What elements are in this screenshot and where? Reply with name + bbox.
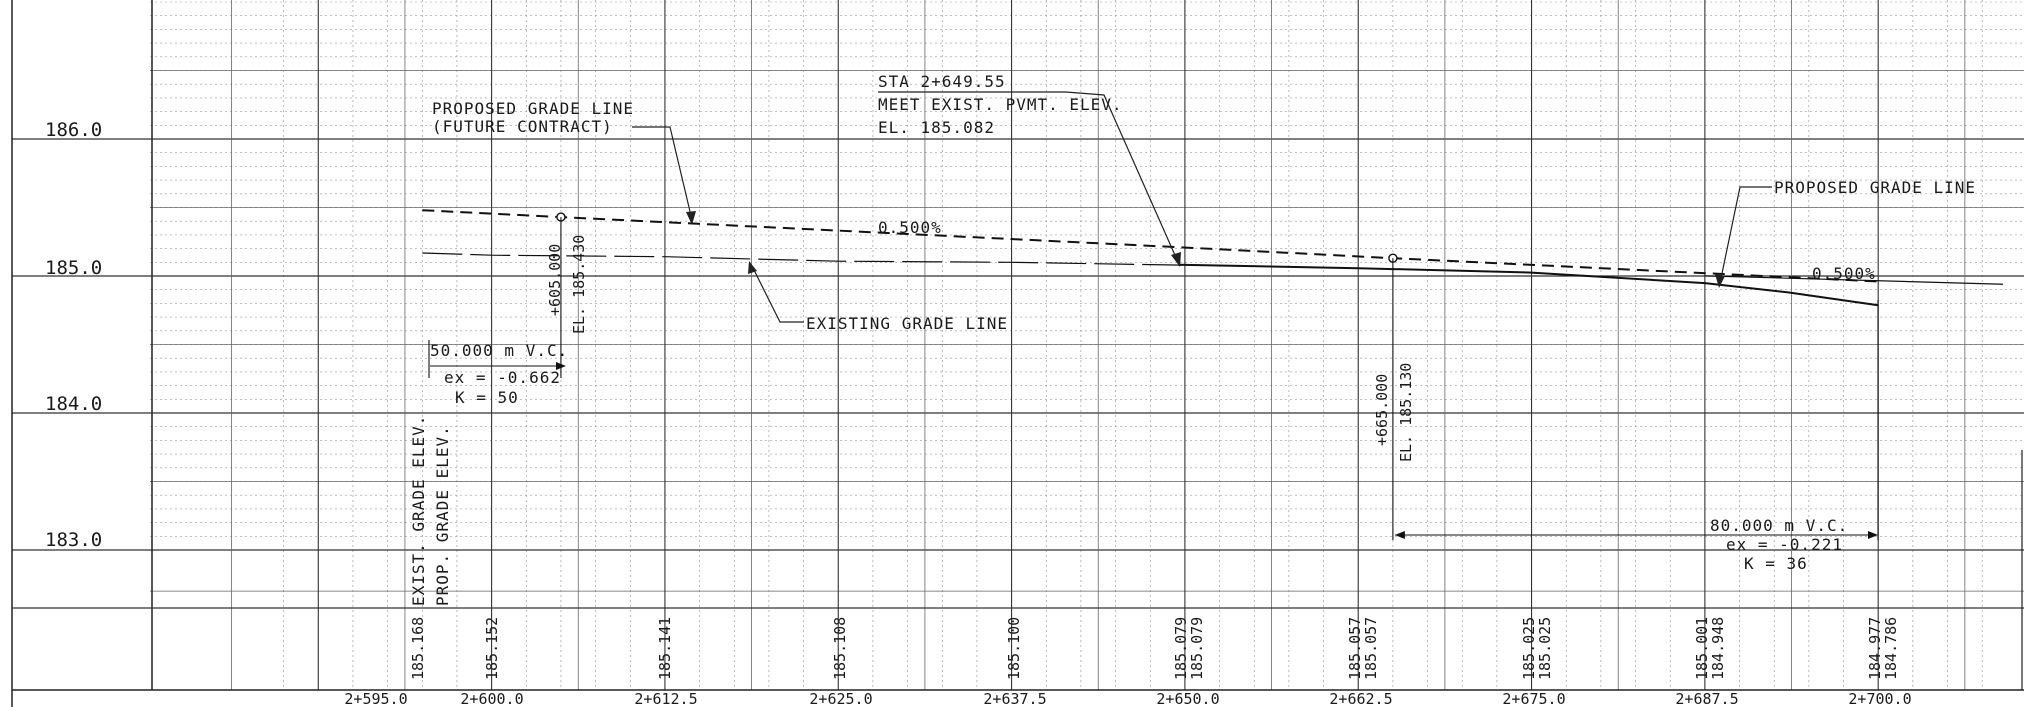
existing-elevation-700: 184.977 [1866, 617, 1884, 680]
proposed-grade-label: PROPOSED GRADE LINE [1774, 178, 1976, 197]
future-grade-arrowhead [686, 211, 696, 225]
station-label-687-5: 2+687.5 [1675, 690, 1738, 707]
station-label-675: 2+675.0 [1502, 690, 1565, 707]
existing-grade-arrowhead [748, 261, 757, 274]
meet-existing-arrowhead [1171, 252, 1181, 267]
station-label-612-5: 2+612.5 [634, 690, 697, 707]
existing-elevation-650: 185.079 [1172, 617, 1190, 680]
proposed-elevation-662-5: 185.057 [1362, 617, 1380, 680]
pvi-1-ex: ex = -0.662 [444, 368, 561, 387]
pvi-2-annotation: +665.000 EL. 185.130 80.000 m V.C. ex = … [1373, 363, 1848, 573]
proposed-elevation-675: 185.025 [1536, 617, 1554, 680]
proposed-grade-leader [1719, 186, 1772, 284]
pvi-1-station: +605.000 [546, 244, 564, 316]
pvi-2-k: K = 36 [1744, 554, 1808, 573]
vc-2-arrowhead-left [1394, 531, 1405, 539]
elevation-values: 185.168 185.152 185.141 185.108 185.100 … [409, 617, 1900, 680]
existing-elevation-595: 185.168 [409, 617, 427, 680]
curve-marks [428, 212, 1879, 540]
elevation-axis: 186.0 185.0 184.0 183.0 [45, 119, 102, 551]
proposed-grade-row-label: PROP. GRADE ELEV. [433, 425, 452, 606]
existing-grade-row-label: EXIST. GRADE ELEV. [409, 415, 428, 606]
vc-2-arrowhead-right [1868, 531, 1878, 539]
grade-lines [422, 209, 2004, 307]
future-grade-label-line2: (FUTURE CONTRACT) [432, 117, 613, 136]
proposed-elevation-600: 185.152 [483, 617, 501, 680]
existing-elevation-675: 185.025 [1520, 617, 1538, 680]
proposed-elevation-625: 185.108 [831, 617, 849, 680]
meet-existing-label-line3: EL. 185.082 [878, 118, 995, 137]
grade-line-series-2 [1178, 263, 1879, 307]
grade-percent-left: 0.500% [878, 218, 942, 237]
existing-elevation-662-5: 185.057 [1346, 617, 1364, 680]
existing-elevation-687-5: 185.001 [1693, 617, 1711, 680]
pvi-2-station: +665.000 [1373, 374, 1391, 446]
meet-existing-leader [878, 91, 1179, 263]
meet-existing-label-line2: MEET EXIST. PVMT. ELEV. [878, 95, 1123, 114]
pvi-2-ex: ex = -0.221 [1726, 535, 1843, 554]
proposed-elevation-612-5: 185.141 [656, 617, 674, 680]
station-label-700: 2+700.0 [1848, 690, 1911, 707]
existing-grade-label: EXISTING GRADE LINE [806, 314, 1008, 333]
proposed-grade-arrowhead [1715, 274, 1725, 288]
proposed-elevation-687-5: 184.948 [1709, 617, 1727, 680]
grade-line-series-1 [422, 252, 1185, 266]
vc-1-arrowhead [556, 362, 566, 370]
meet-existing-label-line1: STA 2+649.55 [878, 72, 1006, 91]
proposed-elevation-650: 185.079 [1188, 617, 1206, 680]
pvi-2-vc-length: 80.000 m V.C. [1710, 516, 1848, 535]
existing-grade-leader [751, 265, 804, 323]
future-grade-leader [632, 126, 693, 221]
grade-percent-right: 0.500% [1812, 264, 1876, 283]
major-grid [11, 0, 2024, 707]
proposed-elevation-700: 184.786 [1882, 617, 1900, 680]
annotations: PROPOSED GRADE LINE (FUTURE CONTRACT) ST… [432, 72, 1976, 333]
pvi-1-vc-length: 50.000 m V.C. [430, 341, 568, 360]
future-grade-label-line1: PROPOSED GRADE LINE [432, 99, 634, 118]
elevation-label-184: 184.0 [45, 393, 102, 415]
proposed-elevation-637-5: 185.100 [1005, 617, 1023, 680]
elevation-label-185: 185.0 [45, 257, 102, 279]
elevation-label-186: 186.0 [45, 119, 102, 141]
station-label-650: 2+650.0 [1156, 690, 1219, 707]
station-label-637-5: 2+637.5 [983, 690, 1046, 707]
station-label-595: 2+595.0 [344, 690, 407, 707]
pvi-1-annotation: +605.000 EL. 185.430 50.000 m V.C. ex = … [430, 235, 588, 407]
grade-extension-line [1704, 275, 2004, 285]
elevation-label-183: 183.0 [45, 529, 102, 551]
pvi-1-k: K = 50 [455, 388, 519, 407]
station-label-625: 2+625.0 [809, 690, 872, 707]
pvi-1-elevation: EL. 185.430 [570, 235, 588, 334]
station-label-662-5: 2+662.5 [1329, 690, 1392, 707]
pvi-2-elevation: EL. 185.130 [1397, 363, 1415, 462]
station-axis: 2+595.0 2+600.0 2+612.5 2+625.0 2+637.5 … [344, 690, 1911, 707]
station-label-600: 2+600.0 [460, 690, 523, 707]
